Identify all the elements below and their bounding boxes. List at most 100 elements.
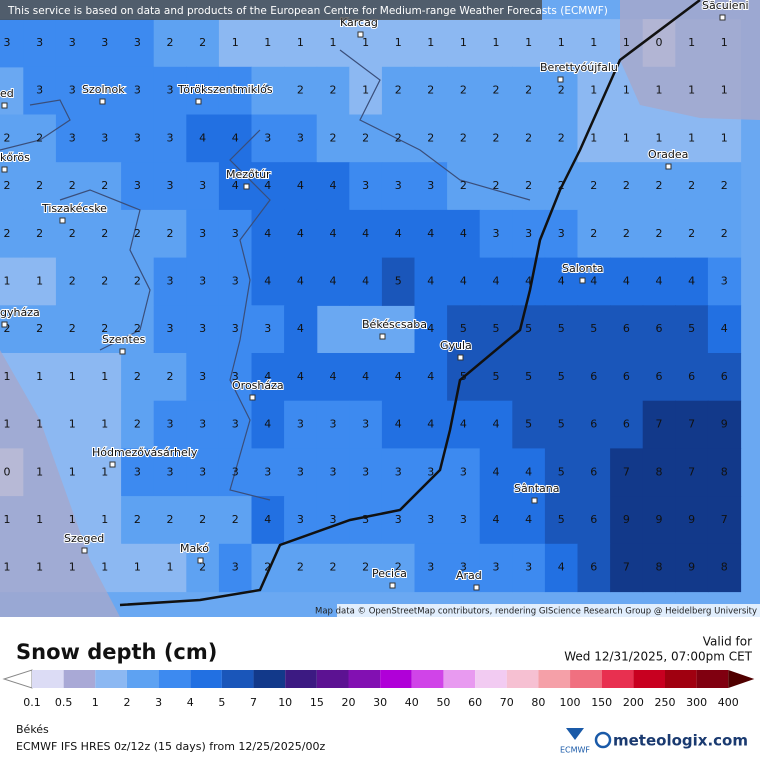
cell [55,353,90,402]
cell [284,209,318,259]
cell [447,448,481,497]
grid-value: 4 [264,513,271,526]
grid-value: 2 [525,179,532,192]
grid-value: 2 [69,322,76,335]
cell [121,448,155,497]
cell [218,19,253,68]
grid-value: 6 [590,418,597,431]
cell [479,400,513,449]
cell [349,257,383,306]
grid-value: 3 [199,418,206,431]
grid-value: 2 [4,131,11,144]
grid-value: 3 [558,227,565,240]
grid-value: 3 [395,513,402,526]
cell [544,19,579,68]
grid-value: 1 [36,418,43,431]
grid-value: 6 [590,370,597,383]
cell [0,209,24,259]
grid-value: 3 [362,465,369,478]
cell [218,66,253,116]
grid-value: 4 [427,227,434,240]
attr-bg [337,604,760,617]
cell [642,257,676,306]
grid-value: 6 [656,370,663,383]
cell [0,19,24,68]
grid-value: 3 [362,179,369,192]
cell [479,162,513,211]
place-dot [249,394,256,401]
grid-value: 1 [525,36,532,49]
grid-value: 4 [297,275,304,288]
cell [186,162,220,211]
cell [284,257,318,306]
place-dot [197,557,204,564]
grid-value: 4 [395,418,402,431]
cell [707,162,742,211]
grid-value: 4 [460,275,467,288]
grid-value: 2 [4,227,11,240]
grid-value: 1 [688,131,695,144]
grid-value: 3 [297,418,304,431]
cell [153,162,187,211]
grid-value: 3 [460,465,467,478]
grid-value: 3 [297,513,304,526]
cell [577,114,611,163]
grid-value: 1 [721,131,728,144]
grid-value: 2 [199,561,206,574]
grid-value: 9 [656,513,663,526]
grid-value: 4 [688,275,695,288]
cell [642,400,676,449]
place-label: Sântana [514,482,559,495]
grid-value: 4 [656,275,663,288]
grid-value: 1 [4,275,11,288]
county-border [0,49,531,501]
grid-value: 3 [232,84,239,97]
cell [121,162,155,211]
grid-value: 1 [36,275,43,288]
cell [414,257,448,306]
grid-value: 3 [427,179,434,192]
legend-swatch [506,670,539,688]
cell [544,496,579,545]
place-dot [531,497,538,504]
legend-label: 30 [373,696,387,709]
grid-value: 5 [395,275,402,288]
grid-value: 3 [330,418,337,431]
place-label: Békéscsaba [362,318,427,331]
grid-value: 3 [232,465,239,478]
cell [88,257,122,306]
place-dot [579,277,586,284]
legend-label: 300 [686,696,707,709]
grid-value: 6 [590,561,597,574]
grid-value: 3 [167,275,174,288]
cell [512,305,546,354]
grid-value: 2 [36,131,43,144]
place-label: Szolnok [82,83,125,96]
grid-value: 2 [427,84,434,97]
grid-value: 2 [493,84,500,97]
grid-value: 2 [656,179,663,192]
cell [153,543,187,593]
cell [284,400,318,449]
notice: This service is based on data and produc… [7,5,608,17]
cell [153,209,187,259]
place-dot [109,461,116,468]
cell [642,209,676,259]
ecmwf-logo [566,728,584,740]
grid-value: 3 [134,131,141,144]
place-label: kőrös [0,151,30,164]
cell [707,353,742,402]
grid-value: 1 [69,561,76,574]
grid-value: 4 [525,513,532,526]
cell [675,496,709,545]
grid-value: 4 [362,275,369,288]
cell [55,162,90,211]
grid-value: 2 [4,179,11,192]
legend-label: 70 [500,696,514,709]
grid-value: 3 [264,131,271,144]
grid-value: 1 [656,84,663,97]
grid-value: 1 [590,84,597,97]
grid-value: 6 [590,513,597,526]
grid-value: 4 [264,227,271,240]
cell [186,209,220,259]
